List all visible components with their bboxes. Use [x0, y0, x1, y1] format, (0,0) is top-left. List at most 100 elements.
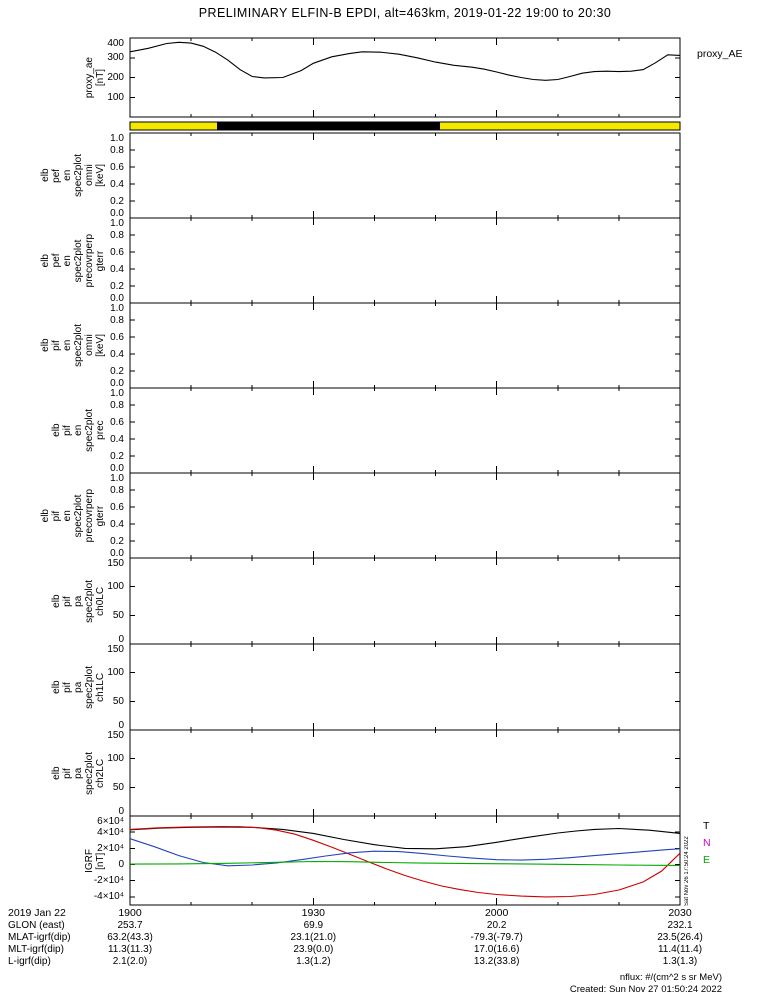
y-tick-label: 6×10⁴: [97, 815, 124, 827]
y-tick-label: 0.4: [110, 518, 124, 530]
ephemeris-value: 253.7: [117, 920, 143, 931]
panel-ylabel-wrap: elb pef en spec2plot omni [keV]: [22, 133, 106, 218]
y-tick-label: 0.2: [110, 280, 124, 292]
proxy-ae-right-label: proxy_AE: [697, 48, 743, 60]
series-T: [129, 826, 681, 850]
panel-ylabel: elb pif en spec2plot prec: [51, 409, 106, 452]
panel-ylabel: elb pif en spec2plot omni [keV]: [40, 324, 106, 367]
y-tick-label: 0.2: [110, 450, 124, 462]
y-tick-label: 0.8: [110, 484, 124, 496]
ephemeris-value: -79.3(-79.7): [470, 932, 523, 943]
x-tick-label: 2030: [668, 907, 692, 919]
panel-ylabel-wrap: proxy_ae [nT]: [22, 38, 106, 117]
ephemeris-value: 11.3(11.3): [107, 944, 153, 955]
ephemeris-value: 23.9(0.0): [293, 944, 334, 955]
y-tick-label: 200: [107, 72, 124, 83]
ephemeris-value: 1.3(1.3): [662, 956, 698, 967]
y-tick-label: 0: [118, 805, 124, 817]
y-tick-label: -4×10⁴: [93, 891, 124, 903]
y-tick-label: 0.0: [110, 377, 124, 389]
y-tick-label: 150: [107, 729, 124, 741]
series-E: [129, 860, 681, 866]
ephemeris-value: 69.9: [303, 920, 324, 931]
nflux-units-note: nflux: #/(cm^2 s sr MeV): [619, 972, 722, 983]
x-tick-label: 1900: [118, 907, 142, 919]
x-axis-date-label: 2019 Jan 22: [8, 907, 66, 919]
ephemeris-value: 63.2(43.3): [107, 932, 153, 943]
y-tick-label: 0.4: [110, 178, 124, 190]
y-tick-label: 0.6: [110, 246, 124, 258]
y-tick-label: 4×10⁴: [97, 826, 124, 838]
panel-ylabel-wrap: elb pif pa spec2plot ch0LC: [22, 558, 106, 644]
y-tick-label: 1.0: [110, 302, 124, 314]
panel-frame-elb_pif_pa_spec2plot_ch0lc: [129, 557, 681, 645]
y-tick-label: 100: [107, 581, 124, 593]
y-tick-label: -2×10⁴: [93, 875, 124, 887]
series-proxy_AE: [129, 41, 681, 81]
y-tick-label: 50: [112, 609, 124, 621]
y-tick-label: 0.6: [110, 416, 124, 428]
panel-frame-elb_pif_pa_spec2plot_ch2lc: [129, 729, 681, 817]
x-tick-label: 2000: [484, 907, 509, 919]
panel-ylabel: elb pif en spec2plot precovrperp gterr: [40, 488, 106, 543]
panel-frame-elb_pif_en_spec2plot_omni: [129, 302, 681, 389]
panel-ylabel-wrap: elb pif pa spec2plot ch2LC: [22, 730, 106, 816]
panel-frame-proxy_ae: [129, 37, 681, 118]
y-tick-label: 0.6: [110, 331, 124, 343]
series-N: [129, 825, 681, 898]
y-tick-label: 0.4: [110, 263, 124, 275]
y-tick-label: 0.0: [110, 207, 124, 219]
ephemeris-value: 20.2: [486, 920, 507, 931]
igrf-legend-letter: N: [703, 837, 711, 849]
y-tick-label: 0: [118, 859, 124, 871]
panel-ylabel-wrap: elb pif pa spec2plot ch1LC: [22, 644, 106, 730]
y-tick-label: 0.8: [110, 229, 124, 241]
status-bar-segment: [216, 122, 441, 130]
y-tick-label: 100: [107, 91, 124, 103]
y-tick-label: 2×10⁴: [97, 842, 124, 854]
panel-frame-elb_pif_pa_spec2plot_ch1lc: [129, 643, 681, 731]
y-tick-label: 0.4: [110, 433, 124, 445]
ephemeris-value: 232.1: [667, 920, 693, 931]
y-tick-label: 50: [112, 781, 124, 793]
y-tick-label: 150: [107, 557, 124, 569]
ephemeris-value: 2.1(2.0): [112, 956, 148, 967]
plot-title: PRELIMINARY ELFIN-B EPDI, alt=463km, 201…: [198, 6, 612, 20]
y-tick-label: 0.6: [110, 161, 124, 173]
y-tick-label: 1.0: [110, 217, 124, 229]
panel-ylabel: IGRF [nT]: [84, 848, 106, 873]
series-igrf: [129, 838, 681, 867]
y-tick-label: 0.2: [110, 535, 124, 547]
ephemeris-row-label: MLAT-igrf(dip): [8, 932, 71, 943]
y-tick-label: 0.0: [110, 462, 124, 474]
ephemeris-row-label: MLT-igrf(dip): [8, 944, 64, 955]
y-tick-label: 0: [118, 719, 124, 731]
y-tick-label: 1.0: [110, 472, 124, 484]
panel-ylabel: elb pif pa spec2plot ch2LC: [51, 751, 106, 795]
panel-ylabel-wrap: elb pif en spec2plot precovrperp gterr: [22, 473, 106, 558]
ephemeris-value: 13.2(33.8): [473, 956, 520, 967]
y-tick-label: 0.0: [110, 547, 124, 559]
y-tick-label: 0: [118, 633, 124, 645]
panel-frame-elb_pef_en_spec2plot_precovrperp: [129, 217, 681, 304]
panel-frame-elb_pif_en_spec2plot_precovrperp: [129, 472, 681, 559]
y-tick-label: 0.6: [110, 501, 124, 513]
y-tick-label: 1.0: [110, 132, 124, 144]
ephemeris-row-label: GLON (east): [8, 920, 65, 931]
y-tick-label: 0.2: [110, 195, 124, 207]
panel-ylabel: proxy_ae [nT]: [84, 56, 106, 99]
x-tick-label: 1930: [301, 907, 325, 919]
render-timestamp-vertical: Sat Nov 26 17:50:24 2022: [684, 836, 690, 906]
y-tick-label: 50: [112, 695, 124, 707]
panel-ylabel: elb pif pa spec2plot ch0LC: [51, 579, 106, 623]
ephemeris-value: 1.3(1.2): [296, 956, 331, 967]
ephemeris-value: 17.0(16.6): [473, 944, 520, 955]
panel-ylabel: elb pef en spec2plot omni [keV]: [40, 154, 106, 197]
ephemeris-row-label: L-igrf(dip): [8, 956, 51, 967]
y-tick-label: 0.8: [110, 399, 124, 411]
ephemeris-value: 23.1(21.0): [290, 932, 337, 943]
igrf-legend-letter: T: [703, 820, 710, 832]
y-tick-label: 0.4: [110, 348, 124, 360]
